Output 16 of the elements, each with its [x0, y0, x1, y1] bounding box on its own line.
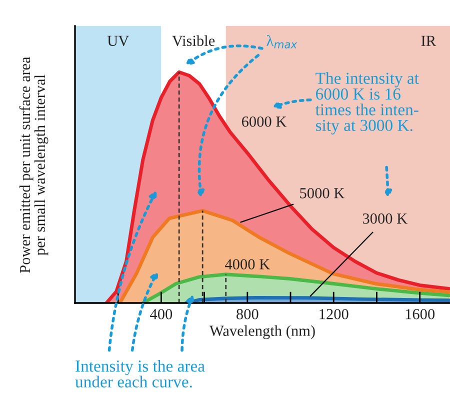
text: λ$_{max}$ [266, 34, 298, 48]
x-tick-label: 1600 [406, 308, 435, 320]
x-axis-title: Wavelength (nm) [209, 325, 315, 340]
x-tick-label: 400 [150, 308, 172, 320]
text: 3000 K [362, 213, 408, 224]
annotation: The intensity at 6000 K is 16 times the inten- sity at 3000 K. [315, 72, 419, 134]
x-tick-label: 1200 [320, 308, 348, 320]
series-label: 6000 K [242, 116, 287, 127]
band-label: IR [421, 36, 436, 46]
x-tick-label: 800 [236, 308, 258, 320]
band-label: UV [107, 36, 129, 46]
text: 5000 K [300, 188, 345, 198]
band-label: Visible [172, 35, 215, 46]
y-axis-title: Power emitted per unit surface area per small wavelength interval [19, 56, 48, 273]
text: Intensity is the area under each curve. [75, 360, 205, 388]
series-label: 4000 K [225, 259, 270, 270]
